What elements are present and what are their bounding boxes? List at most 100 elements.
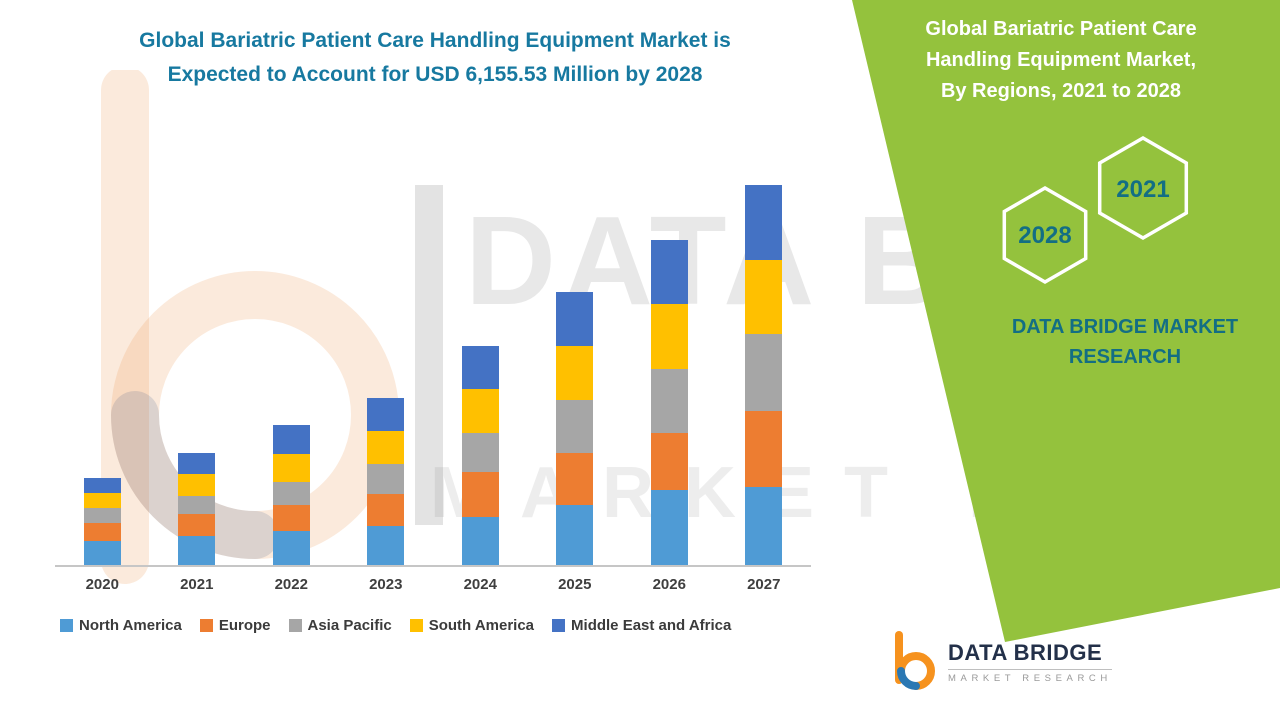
legend-item: North America bbox=[60, 617, 182, 634]
right-panel-title-line2: Handling Equipment Market, bbox=[925, 49, 1197, 71]
legend-swatch-icon bbox=[552, 619, 566, 632]
legend-swatch-icon bbox=[288, 619, 302, 632]
footer-logo-tagline: MARKET RESEARCH bbox=[948, 669, 1112, 684]
right-panel-title-line1: Global Bariatric Patient Care bbox=[925, 18, 1197, 40]
footer-logo: DATA BRIDGE MARKET RESEARCH bbox=[885, 630, 1112, 694]
legend-swatch-icon bbox=[409, 619, 423, 632]
legend-swatch-icon bbox=[60, 619, 73, 632]
legend-item: Europe bbox=[199, 617, 271, 634]
page-title: Global Bariatric Patient Care Handling E… bbox=[110, 24, 760, 91]
bar-column bbox=[433, 172, 528, 565]
x-axis-label: 2020 bbox=[85, 576, 119, 593]
bar-segment-asia-pacific bbox=[650, 369, 688, 433]
bar-segment-north-america bbox=[745, 487, 783, 565]
x-axis-label: 2024 bbox=[463, 576, 497, 593]
bar-stack-2022 bbox=[272, 424, 310, 565]
bar-segment-south-america bbox=[745, 259, 783, 335]
legend: North America Europe Asia Pacific South Ame… bbox=[60, 617, 731, 634]
bar-segment-europe bbox=[367, 494, 405, 527]
x-axis-label: 2023 bbox=[369, 576, 403, 593]
bar-segment-asia-pacific bbox=[461, 432, 499, 473]
x-axis-label: 2022 bbox=[274, 576, 308, 593]
bar-column bbox=[150, 172, 245, 565]
bar-column bbox=[528, 172, 623, 565]
bar-segment-europe bbox=[272, 505, 310, 532]
bar-segment-europe bbox=[650, 432, 688, 491]
bar-stack-2026 bbox=[650, 239, 688, 565]
bar-column bbox=[622, 172, 717, 565]
bar-segment-south-america bbox=[83, 493, 121, 509]
bar-segment-europe bbox=[556, 452, 594, 506]
bar-segment-middle-east-and-africa bbox=[650, 239, 688, 305]
bar-segment-middle-east-and-africa bbox=[272, 424, 310, 454]
databridge-logo-icon bbox=[895, 631, 935, 690]
footer-logo-text: DATA BRIDGE MARKET RESEARCH bbox=[948, 640, 1112, 684]
bar-segment-south-america bbox=[650, 304, 688, 370]
bar-column bbox=[244, 172, 339, 565]
bar-column bbox=[339, 172, 434, 565]
footer-logo-name: DATA BRIDGE bbox=[948, 640, 1103, 665]
legend-label: Asia Pacific bbox=[307, 617, 392, 634]
bar-segment-europe bbox=[745, 410, 783, 488]
bar-segment-south-america bbox=[461, 388, 499, 433]
bar-stack-2027 bbox=[745, 185, 783, 565]
x-axis-label: 2027 bbox=[747, 576, 781, 593]
hexagon-years-graphic: 2028 2021 bbox=[1002, 136, 1189, 285]
bar-segment-south-america bbox=[178, 474, 216, 497]
bar-stack-2023 bbox=[367, 397, 405, 565]
bar-segment-asia-pacific bbox=[272, 481, 310, 506]
hexagon-2021-icon bbox=[1097, 136, 1189, 241]
bar-stack-2020 bbox=[83, 478, 121, 565]
legend-item: South America bbox=[409, 617, 535, 634]
bar-segment-asia-pacific bbox=[83, 508, 121, 524]
page-title-line1: Global Bariatric Patient Care Handling E… bbox=[139, 29, 731, 52]
bar-segment-middle-east-and-africa bbox=[178, 452, 216, 475]
x-axis-label: 2025 bbox=[558, 576, 592, 593]
bar-segment-north-america bbox=[178, 536, 216, 565]
plot-area bbox=[55, 172, 811, 567]
bar-segment-middle-east-and-africa bbox=[83, 478, 121, 494]
legend-label: Middle East and Africa bbox=[571, 617, 732, 634]
brand-name-line1: DATA BRIDGE MARKET bbox=[1011, 316, 1239, 338]
bar-segment-north-america bbox=[556, 505, 594, 565]
bar-column bbox=[717, 172, 812, 565]
x-axis-labels: 2020 2021 2022 2023 2024 2025 2026 2027 bbox=[55, 576, 811, 593]
legend-label: South America bbox=[428, 617, 535, 634]
right-panel-title-line3: By Regions, 2021 to 2028 bbox=[940, 80, 1182, 102]
bar-segment-middle-east-and-africa bbox=[367, 397, 405, 431]
hexagon-year-left: 2028 bbox=[1018, 222, 1071, 249]
brand-name-line2: RESEARCH bbox=[1068, 346, 1182, 368]
bar-stack-2021 bbox=[178, 452, 216, 565]
right-panel-title: Global Bariatric Patient Care Handling E… bbox=[893, 14, 1229, 107]
bar-segment-middle-east-and-africa bbox=[745, 185, 783, 260]
x-axis-label: 2026 bbox=[652, 576, 686, 593]
bar-stack-2025 bbox=[556, 292, 594, 565]
bar-segment-middle-east-and-africa bbox=[556, 292, 594, 347]
x-axis-label: 2021 bbox=[180, 576, 214, 593]
bar-segment-south-america bbox=[556, 346, 594, 400]
legend-label: Europe bbox=[218, 617, 271, 634]
bar-segment-north-america bbox=[367, 526, 405, 565]
bar-segment-asia-pacific bbox=[178, 496, 216, 515]
bar-segment-europe bbox=[178, 514, 216, 537]
bar-segment-south-america bbox=[272, 453, 310, 482]
bar-segment-north-america bbox=[272, 531, 310, 565]
brand-name-text: DATA BRIDGE MARKET RESEARCH bbox=[985, 312, 1265, 372]
legend-item: Middle East and Africa bbox=[552, 617, 731, 634]
bar-segment-asia-pacific bbox=[745, 334, 783, 411]
bar-segment-north-america bbox=[83, 541, 121, 565]
legend-swatch-icon bbox=[199, 619, 213, 632]
page-title-line2: Expected to Account for USD 6,155.53 Mil… bbox=[167, 62, 703, 86]
bar-segment-south-america bbox=[367, 430, 405, 464]
hexagon-year-right: 2021 bbox=[1116, 176, 1169, 203]
bar-segment-europe bbox=[83, 523, 121, 542]
bar-segment-asia-pacific bbox=[556, 399, 594, 453]
legend-label: North America bbox=[79, 617, 182, 634]
bar-segment-north-america bbox=[650, 490, 688, 565]
legend-item: Asia Pacific bbox=[288, 617, 392, 634]
bar-segment-asia-pacific bbox=[367, 463, 405, 495]
hexagon-2028-icon bbox=[1002, 185, 1088, 285]
bar-segment-north-america bbox=[461, 517, 499, 565]
bar-stack-2024 bbox=[461, 346, 499, 565]
